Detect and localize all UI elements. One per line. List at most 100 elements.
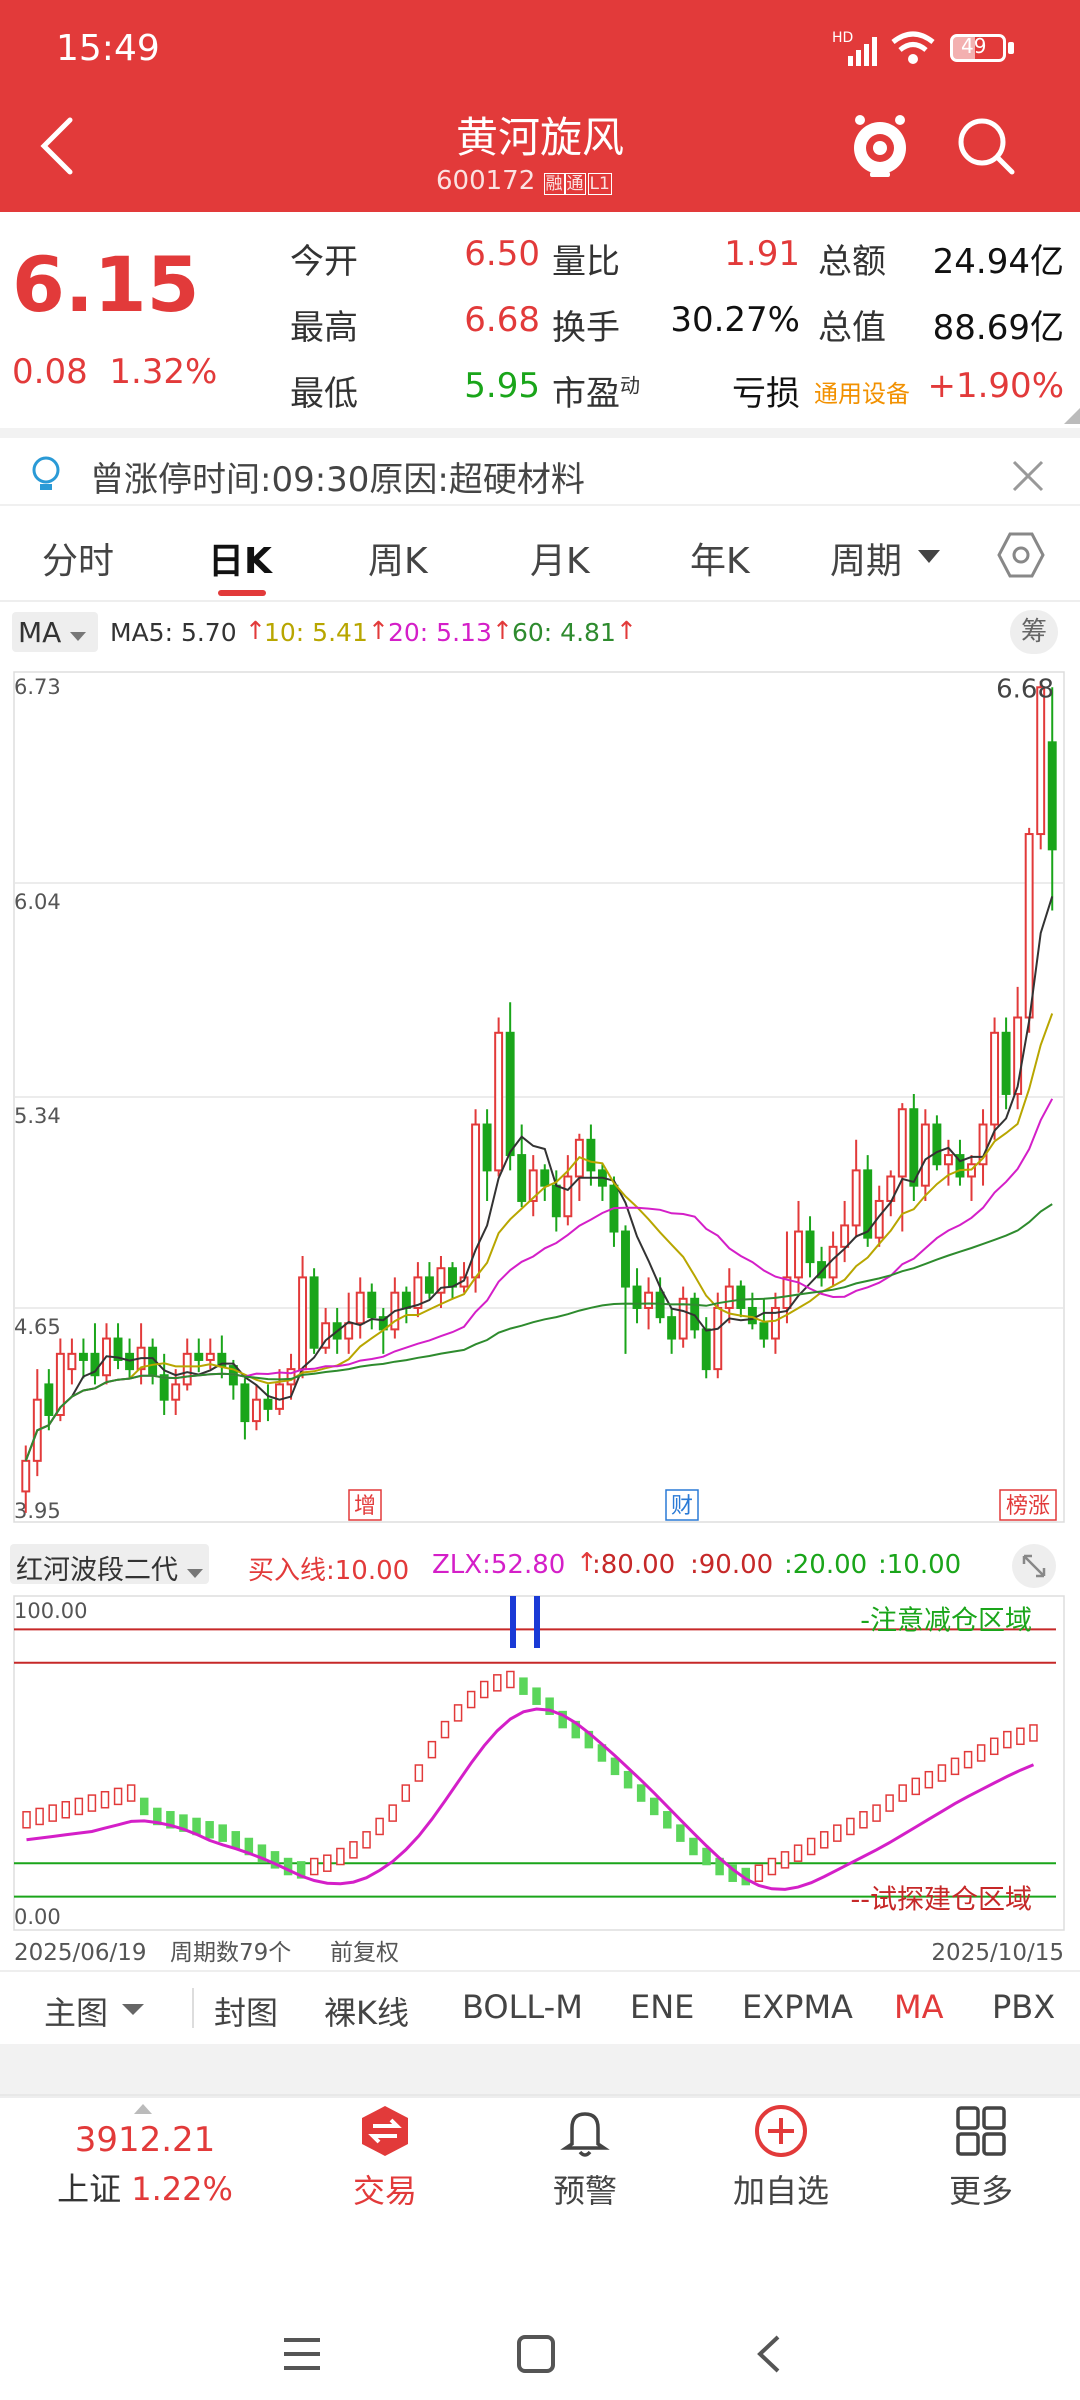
- candle: [586, 1138, 596, 1172]
- candle: [182, 1352, 192, 1386]
- indicator-name-selector[interactable]: 红河波段二代: [10, 1544, 209, 1586]
- stock-code-row: 600172 融通 L1: [436, 166, 612, 196]
- indicator-bar: [924, 1770, 934, 1789]
- news-banner[interactable]: 曾涨停时间:09:30原因:超硬材料: [0, 428, 1080, 506]
- add-watchlist-button[interactable]: 加自选: [716, 2104, 846, 2212]
- candle: [978, 1123, 988, 1166]
- indicator-bar: [859, 1811, 868, 1829]
- indicator-bar: [1003, 1730, 1012, 1749]
- candle: [551, 1184, 561, 1218]
- indicator-bar: [205, 1821, 214, 1839]
- zlx-label: ZLX:52.80: [432, 1550, 566, 1580]
- indicator-bar: [336, 1847, 345, 1866]
- tab-ene[interactable]: ENE: [630, 1988, 695, 2026]
- indicator-bar: [493, 1674, 502, 1692]
- candle: [436, 1267, 446, 1294]
- network-icon: HD: [832, 30, 854, 46]
- last-price: 6.15: [12, 240, 200, 329]
- buy-line-label: 买入线:10.00: [248, 1556, 410, 1586]
- candle: [621, 1230, 630, 1288]
- indicator-bar: [767, 1857, 777, 1876]
- candle: [113, 1337, 123, 1361]
- indicator-bar: [754, 1864, 764, 1882]
- indicator-bar: [401, 1784, 411, 1802]
- kline-chart[interactable]: 6.73 6.04 5.34 4.65 3.95 6.68 增 财 榜涨: [0, 662, 1080, 1537]
- settings-icon[interactable]: [996, 530, 1046, 580]
- back-icon[interactable]: [36, 116, 80, 176]
- indicator-bar: [48, 1804, 57, 1822]
- candle: [44, 1383, 54, 1416]
- indicator-bar: [126, 1784, 136, 1802]
- ma5-label: MA5: 5.70: [110, 618, 237, 647]
- indicator-bar: [283, 1857, 293, 1876]
- alert-button[interactable]: 预警: [520, 2104, 650, 2212]
- event-marker-label: 财: [671, 1494, 693, 1519]
- candle: [448, 1267, 457, 1288]
- ma5-line: [24, 896, 1054, 1462]
- turnover-value: 30.27%: [670, 300, 800, 340]
- candle: [263, 1398, 273, 1410]
- search-icon[interactable]: [956, 116, 1016, 176]
- event-marker: [665, 1489, 699, 1521]
- level-badge: L1: [587, 173, 612, 195]
- candle: [21, 1459, 31, 1493]
- add-circle-icon: [755, 2105, 807, 2157]
- indicator-bar: [362, 1831, 371, 1849]
- candle: [759, 1322, 769, 1340]
- indicator-bar: [375, 1817, 384, 1836]
- home-icon[interactable]: [516, 2334, 556, 2374]
- close-icon[interactable]: [1010, 458, 1046, 494]
- index-line[interactable]: 上证 1.22%: [57, 2170, 233, 2208]
- tab-seal[interactable]: 封图: [214, 1994, 279, 2032]
- pe-label: 市盈动: [552, 373, 640, 414]
- index-value[interactable]: 3912.21: [74, 2120, 216, 2160]
- assistant-icon[interactable]: [848, 110, 912, 178]
- menu-icon[interactable]: [282, 2336, 322, 2372]
- indicator-bar: [885, 1794, 894, 1812]
- tab-naked-k[interactable]: 裸K线: [324, 1994, 409, 2032]
- candle: [897, 1108, 907, 1178]
- build-zone-label: --试探建仓区域: [851, 1885, 1033, 1916]
- sector-link[interactable]: 通用设备: [814, 380, 910, 408]
- candle: [298, 1276, 308, 1371]
- event-marker: [348, 1489, 382, 1521]
- tab-yearly[interactable]: 年K: [690, 541, 750, 582]
- candle: [817, 1261, 827, 1279]
- trade-button[interactable]: 交易: [320, 2104, 450, 2212]
- tab-period[interactable]: 周期: [830, 541, 903, 582]
- indicator-bar: [35, 1807, 44, 1826]
- candle: [1047, 741, 1057, 851]
- candle: [805, 1230, 815, 1264]
- tab-boll[interactable]: BOLL-M: [462, 1988, 583, 2026]
- indicator-bar: [819, 1831, 829, 1849]
- tab-ma[interactable]: MA: [894, 1988, 944, 2026]
- indicator-chart[interactable]: 100.00 0.00 -注意减仓区域 --试探建仓区域 2025/06/19 周期数79…: [0, 1590, 1080, 1970]
- news-text: 曾涨停时间:09:30原因:超硬材料: [90, 460, 585, 500]
- back-nav-icon[interactable]: [754, 2334, 784, 2374]
- expand-up-icon[interactable]: [134, 2104, 152, 2114]
- tab-pbx[interactable]: PBX: [992, 1988, 1056, 2026]
- indicator-selector[interactable]: MA: [12, 612, 98, 652]
- volume-ratio-value: 1.91: [724, 234, 800, 274]
- ma10-line: [24, 1013, 1054, 1462]
- period-tabs: 分时 日K 周K 月K 年K 周期: [0, 506, 1080, 602]
- tab-timeshare[interactable]: 分时: [42, 541, 115, 582]
- candle: [482, 1123, 492, 1172]
- indicator-bar: [296, 1861, 306, 1879]
- tab-main-chart[interactable]: 主图: [44, 1994, 109, 2032]
- signal-icon: [848, 37, 877, 66]
- corner-arrow-icon[interactable]: [1064, 408, 1080, 424]
- status-time: 15:49: [56, 28, 160, 69]
- tab-daily[interactable]: 日K: [208, 541, 272, 582]
- candle: [840, 1224, 850, 1248]
- more-button[interactable]: 更多: [916, 2104, 1046, 2212]
- tab-weekly[interactable]: 周K: [368, 541, 428, 582]
- chip-button[interactable]: 筹: [1010, 610, 1058, 654]
- tab-expma[interactable]: EXPMA: [742, 1988, 853, 2026]
- indicator-bar: [806, 1837, 816, 1856]
- tab-monthly[interactable]: 月K: [530, 541, 590, 582]
- up-arrow-icon: ↑: [492, 616, 513, 645]
- up-arrow-icon: ↑: [616, 616, 637, 645]
- expand-button[interactable]: [1012, 1544, 1056, 1588]
- ma60-label: 60: 4.81: [512, 618, 616, 647]
